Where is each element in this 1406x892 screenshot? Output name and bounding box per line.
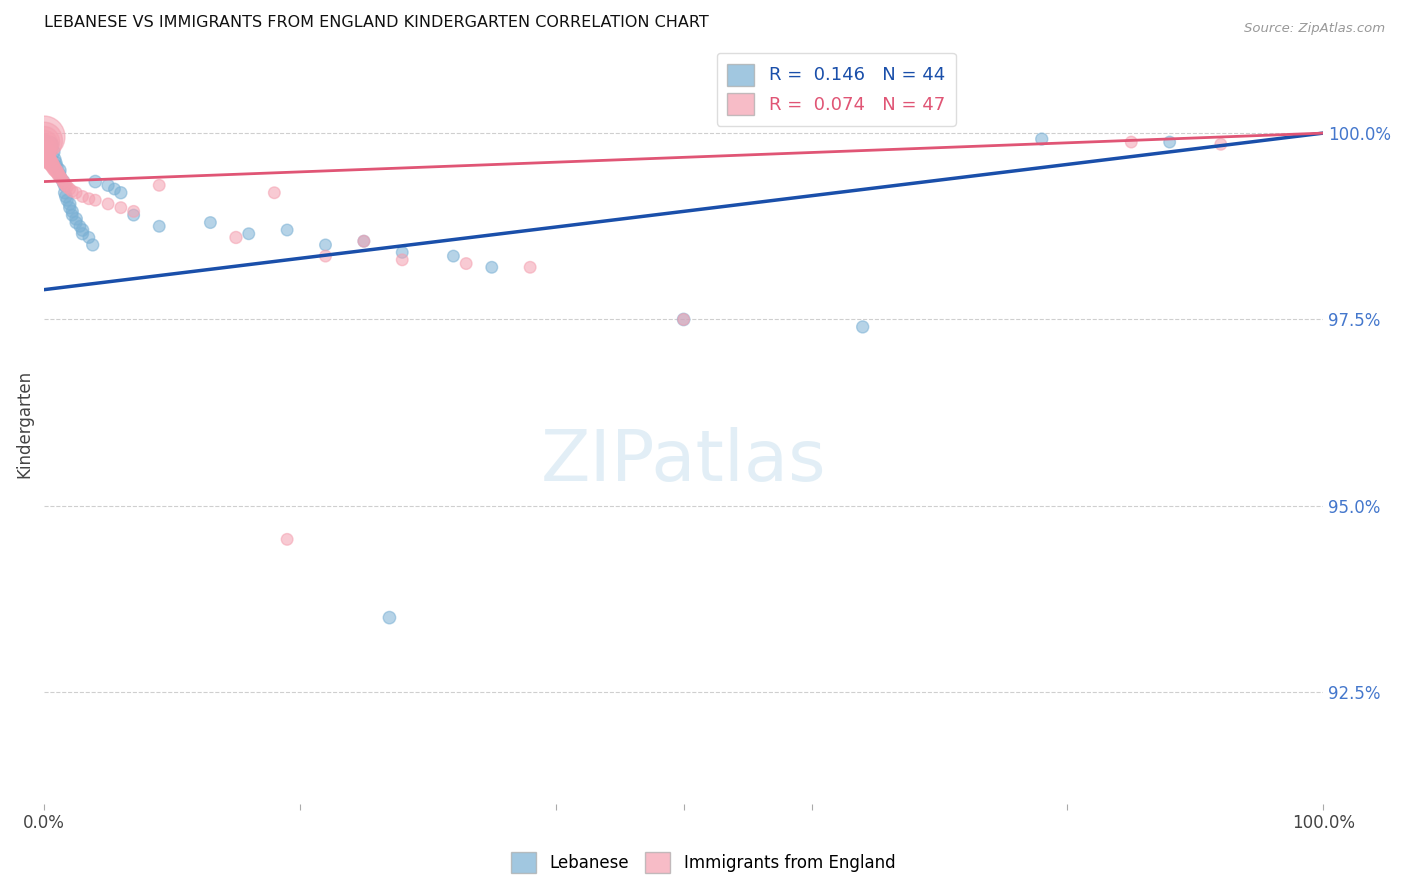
Point — [82, 238, 104, 252]
Point — [122, 204, 145, 219]
Point — [45, 163, 67, 178]
Point — [77, 192, 100, 206]
Point — [53, 186, 76, 200]
Point — [55, 189, 77, 203]
Point — [148, 178, 170, 193]
Point — [110, 201, 132, 215]
Point — [48, 167, 70, 181]
Point — [315, 249, 337, 263]
Point — [852, 320, 875, 334]
Point — [59, 182, 82, 196]
Point — [519, 260, 541, 275]
Point — [1031, 132, 1053, 146]
Point — [46, 167, 69, 181]
Point — [52, 175, 75, 189]
Point — [32, 137, 55, 152]
Point — [72, 223, 94, 237]
Point — [45, 160, 67, 174]
Point — [481, 260, 503, 275]
Point — [148, 219, 170, 234]
Point — [48, 169, 70, 184]
Point — [441, 249, 464, 263]
Point — [122, 208, 145, 222]
Point — [55, 178, 77, 193]
Point — [56, 193, 79, 207]
Point — [49, 170, 72, 185]
Point — [69, 219, 91, 234]
Point — [276, 533, 298, 547]
Point — [1159, 135, 1181, 149]
Point — [200, 216, 222, 230]
Point — [225, 230, 247, 244]
Point — [53, 178, 76, 193]
Point — [44, 152, 66, 166]
Point — [84, 175, 107, 189]
Point — [65, 211, 87, 226]
Point — [97, 197, 120, 211]
Point — [52, 175, 75, 189]
Point — [84, 193, 107, 207]
Point — [39, 156, 62, 170]
Point — [60, 184, 83, 198]
Point — [391, 252, 413, 267]
Point — [1121, 135, 1143, 149]
Point — [65, 216, 87, 230]
Point — [39, 137, 62, 152]
Legend: R =  0.146   N = 44, R =  0.074   N = 47: R = 0.146 N = 44, R = 0.074 N = 47 — [717, 53, 956, 126]
Point — [32, 145, 55, 159]
Point — [110, 186, 132, 200]
Point — [59, 197, 82, 211]
Point — [59, 201, 82, 215]
Point — [315, 238, 337, 252]
Point — [276, 223, 298, 237]
Point — [103, 182, 125, 196]
Point — [32, 143, 55, 157]
Point — [53, 177, 76, 191]
Point — [72, 227, 94, 241]
Point — [34, 148, 56, 162]
Point — [672, 312, 695, 326]
Point — [35, 150, 58, 164]
Text: ZIPatlas: ZIPatlas — [541, 427, 827, 496]
Point — [56, 179, 79, 194]
Point — [41, 157, 63, 171]
Point — [32, 129, 55, 144]
Point — [44, 161, 66, 176]
Point — [60, 204, 83, 219]
Y-axis label: Kindergarten: Kindergarten — [15, 370, 32, 478]
Point — [391, 245, 413, 260]
Text: Source: ZipAtlas.com: Source: ZipAtlas.com — [1244, 22, 1385, 36]
Point — [32, 147, 55, 161]
Point — [1209, 137, 1232, 152]
Legend: Lebanese, Immigrants from England: Lebanese, Immigrants from England — [503, 846, 903, 880]
Point — [456, 256, 478, 270]
Point — [238, 227, 260, 241]
Point — [51, 172, 73, 186]
Point — [38, 154, 60, 169]
Point — [32, 135, 55, 149]
Point — [65, 186, 87, 200]
Point — [37, 152, 59, 166]
Point — [49, 170, 72, 185]
Point — [353, 234, 375, 248]
Point — [353, 234, 375, 248]
Point — [32, 134, 55, 148]
Point — [77, 230, 100, 244]
Point — [45, 156, 67, 170]
Point — [45, 165, 67, 179]
Text: LEBANESE VS IMMIGRANTS FROM ENGLAND KINDERGARTEN CORRELATION CHART: LEBANESE VS IMMIGRANTS FROM ENGLAND KIND… — [44, 15, 709, 30]
Point — [97, 178, 120, 193]
Point — [672, 312, 695, 326]
Point — [48, 163, 70, 178]
Point — [42, 145, 65, 159]
Point — [60, 208, 83, 222]
Point — [42, 160, 65, 174]
Point — [263, 186, 285, 200]
Point — [72, 189, 94, 203]
Point — [32, 134, 55, 148]
Point — [378, 610, 401, 624]
Point — [32, 139, 55, 153]
